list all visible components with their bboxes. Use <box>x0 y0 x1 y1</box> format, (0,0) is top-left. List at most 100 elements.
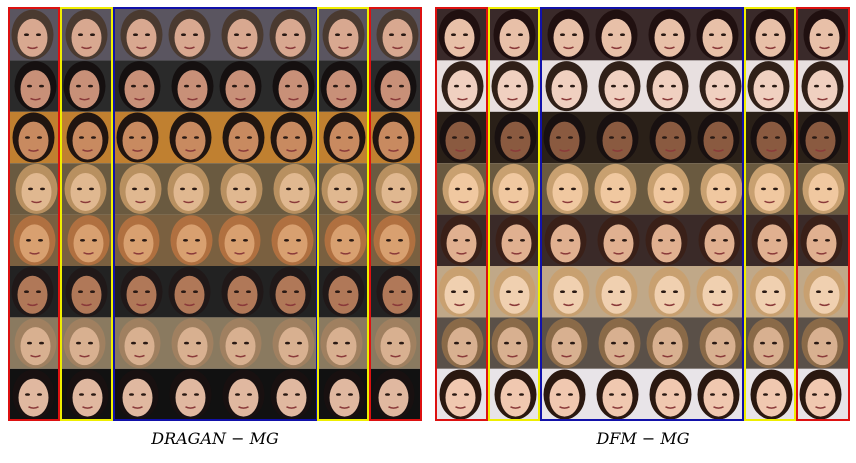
mouth <box>336 354 347 358</box>
mouth <box>186 251 197 255</box>
mouth <box>457 97 468 101</box>
mouth <box>561 97 572 101</box>
face <box>378 378 409 417</box>
eye <box>129 393 134 396</box>
face <box>445 378 476 417</box>
eye <box>619 187 624 191</box>
face-tile <box>436 9 487 61</box>
group-box <box>60 7 113 421</box>
eye <box>132 187 137 191</box>
eye <box>556 136 561 139</box>
eye <box>556 393 561 396</box>
eye <box>455 187 460 191</box>
face-tile <box>216 266 267 318</box>
face-tile <box>114 163 165 215</box>
face <box>126 18 157 57</box>
face <box>755 275 786 314</box>
mouth <box>81 46 92 50</box>
mouth <box>29 251 40 255</box>
face-tile <box>643 163 694 215</box>
eye <box>296 239 301 242</box>
mouth <box>455 406 466 409</box>
face-tile <box>267 111 318 164</box>
eye <box>674 136 679 139</box>
mouth <box>30 354 41 358</box>
mouth <box>184 46 195 50</box>
face <box>705 70 736 109</box>
face <box>228 121 259 160</box>
eye <box>712 341 717 345</box>
eye <box>142 239 147 242</box>
face <box>177 327 208 366</box>
face <box>122 378 153 417</box>
eye <box>451 33 456 36</box>
mouth <box>285 303 296 307</box>
eye <box>452 393 457 396</box>
eye <box>560 33 565 36</box>
face-tile <box>165 60 216 112</box>
face <box>177 70 208 109</box>
face-tile <box>745 111 796 164</box>
face-tile <box>541 9 592 61</box>
eye <box>401 33 406 36</box>
face <box>444 18 475 57</box>
eye <box>335 33 340 36</box>
face-tile <box>745 317 796 369</box>
eye <box>774 33 779 36</box>
face-tile <box>436 266 487 318</box>
mouth <box>339 149 350 152</box>
face <box>808 172 839 211</box>
face <box>552 172 583 211</box>
mouth <box>185 149 196 152</box>
eye <box>709 33 714 36</box>
mouth <box>457 354 468 358</box>
face <box>326 70 357 109</box>
eye <box>775 136 780 139</box>
face <box>124 327 155 366</box>
face-tile <box>267 266 318 318</box>
eye <box>812 136 817 139</box>
face-tile <box>318 60 369 112</box>
mouth <box>183 200 194 204</box>
eye <box>196 341 201 345</box>
mouth <box>560 251 571 255</box>
face-tile <box>216 368 267 421</box>
mouth <box>237 46 248 50</box>
eye <box>193 290 198 294</box>
group-box <box>435 7 488 421</box>
eye <box>672 187 677 191</box>
eye <box>196 84 201 88</box>
eye <box>245 187 250 191</box>
eye <box>660 187 665 191</box>
eye <box>180 187 185 191</box>
eye <box>79 393 84 396</box>
mouth <box>79 97 90 101</box>
face <box>173 172 204 211</box>
eye <box>725 187 730 191</box>
mouth <box>816 251 827 255</box>
eye <box>133 33 138 36</box>
eye <box>129 136 134 139</box>
face <box>328 18 359 57</box>
face <box>807 70 838 109</box>
mouth <box>336 97 347 101</box>
eye <box>721 290 726 294</box>
face-tile <box>694 163 745 215</box>
eye <box>607 187 612 191</box>
face-tile <box>9 163 60 215</box>
face-tile <box>165 317 216 369</box>
group-box <box>488 7 540 421</box>
face-tile <box>9 9 60 61</box>
mouth <box>28 406 39 409</box>
face-tile <box>436 317 487 369</box>
face <box>71 18 102 57</box>
mouth <box>238 406 249 409</box>
eye <box>88 341 93 345</box>
face-tile <box>489 111 540 164</box>
face-tile <box>61 163 112 215</box>
eye <box>467 187 472 191</box>
face-tile <box>694 60 745 112</box>
mouth <box>715 97 726 101</box>
mouth <box>611 303 622 307</box>
eye <box>674 393 679 396</box>
